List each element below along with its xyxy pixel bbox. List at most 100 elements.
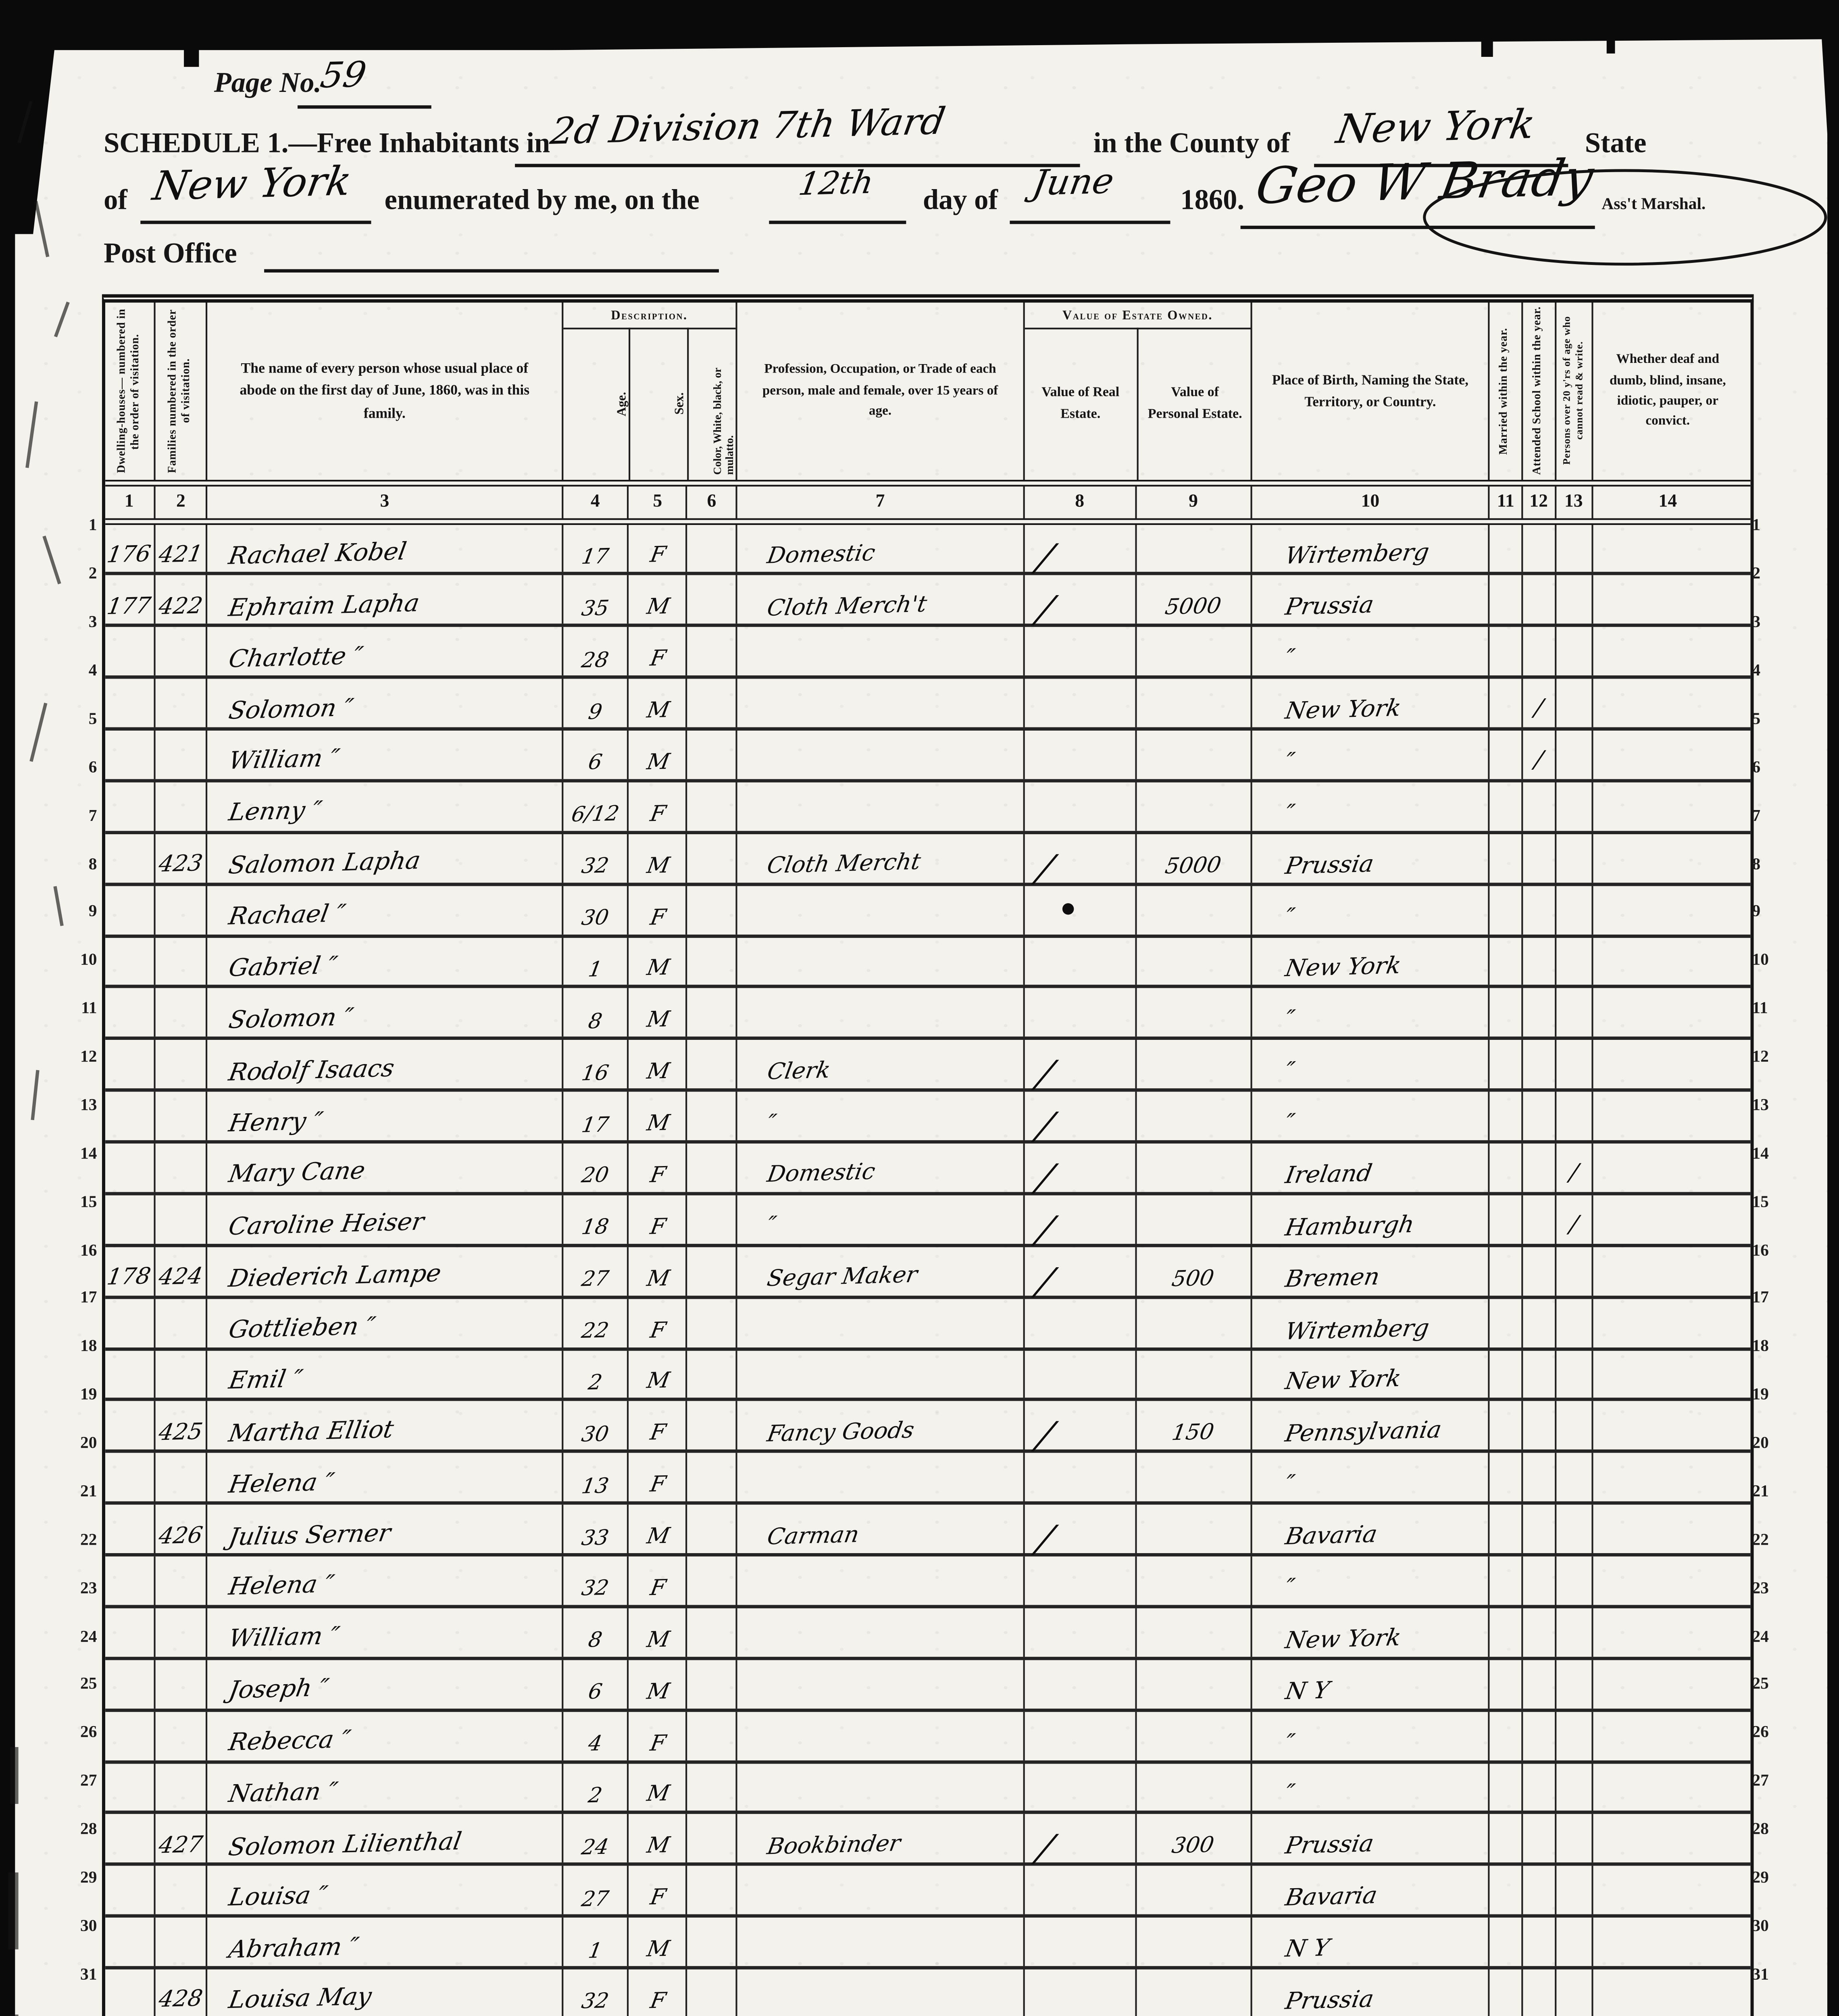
cell-occupation — [735, 1350, 1023, 1398]
row-number-right: 30 — [1752, 1917, 1769, 1936]
cell-personal-estate — [1134, 1350, 1251, 1398]
cell-married — [1488, 1350, 1521, 1398]
cell-remarks — [1591, 627, 1743, 676]
cell-cannot-read — [1554, 989, 1591, 1037]
film-tab-3 — [1606, 40, 1615, 54]
cell-cannot-read — [1554, 1298, 1591, 1347]
cell-occupation: Segar Maker — [735, 1247, 1023, 1295]
cell-sex: F — [627, 524, 686, 573]
table-row: 178 424 Diederich Lampe 27 M Segar Maker… — [104, 1247, 1750, 1304]
cell-real-estate: / — [1023, 1195, 1135, 1252]
cell-real-estate: / — [1023, 1092, 1135, 1149]
cell-real-estate — [1023, 1711, 1135, 1760]
cell-occupation — [735, 627, 1023, 676]
cell-school — [1521, 1969, 1554, 2016]
cell-occupation — [735, 730, 1023, 779]
cell-real-estate — [1023, 1350, 1135, 1398]
cell-school — [1521, 1814, 1554, 1863]
cell-remarks — [1591, 1608, 1743, 1657]
cell-dwelling — [104, 885, 154, 934]
cell-family — [154, 1918, 206, 1966]
cell-color — [686, 885, 735, 934]
cell-dwelling — [104, 1350, 154, 1398]
cell-birthplace: Ireland — [1250, 1143, 1488, 1192]
cell-name: Lenny ″ — [206, 782, 561, 831]
cell-name: Joseph ″ — [206, 1660, 561, 1708]
cell-color — [686, 1660, 735, 1708]
cell-school — [1521, 1505, 1554, 1554]
row-number-left: 10 — [80, 952, 97, 971]
cell-personal-estate — [1134, 1298, 1251, 1347]
cell-family — [154, 1711, 206, 1760]
cell-married — [1488, 1763, 1521, 1812]
cell-name: Rachael ″ — [206, 885, 561, 934]
cell-personal-estate — [1134, 730, 1251, 779]
cell-birthplace: New York — [1250, 1350, 1488, 1398]
cell-color — [686, 1453, 735, 1502]
cell-family — [154, 885, 206, 934]
cell-dwelling — [104, 937, 154, 985]
cell-color — [686, 782, 735, 831]
cell-color — [686, 1402, 735, 1450]
cell-birthplace: Pennsylvania — [1250, 1402, 1488, 1450]
cell-school — [1521, 885, 1554, 934]
cell-sex: F — [627, 1402, 686, 1450]
cell-married — [1488, 1866, 1521, 1915]
cell-real-estate — [1023, 937, 1135, 985]
cell-name: Solomon ″ — [206, 679, 561, 727]
row-number-left: 1 — [88, 517, 97, 536]
row-number-left: 18 — [80, 1338, 97, 1357]
table-row: Lenny ″ 6/12 F ″ — [104, 782, 1750, 834]
cell-personal-estate — [1134, 1143, 1251, 1192]
cell-family — [154, 1092, 206, 1140]
cell-dwelling — [104, 731, 154, 779]
cell-sex: F — [627, 1969, 686, 2016]
page-no-value: 59 — [317, 54, 369, 96]
cell-birthplace: ″ — [1250, 730, 1488, 779]
county-label: in the County of — [1093, 127, 1290, 159]
cell-personal-estate — [1134, 1969, 1251, 2016]
cell-sex: M — [627, 1608, 686, 1657]
row-number-right: 23 — [1752, 1579, 1769, 1598]
cell-color — [686, 1763, 735, 1812]
cell-sex: M — [627, 989, 686, 1037]
cell-dwelling — [104, 627, 154, 676]
cell-sex: M — [627, 1247, 686, 1295]
table-row: Abraham ″ 1 M N Y — [104, 1918, 1750, 1970]
cell-age: 1 — [561, 1918, 627, 1966]
color-header: Color, White, black, or mulatto. — [713, 368, 736, 475]
cell-married — [1488, 782, 1521, 831]
cell-family: 421 — [154, 524, 206, 573]
cell-name: Helena ″ — [206, 1453, 561, 1502]
cell-family — [154, 1556, 206, 1605]
cell-married — [1488, 1247, 1521, 1295]
cell-age: 6/12 — [561, 782, 627, 831]
cell-real-estate: / — [1023, 1143, 1135, 1200]
cell-real-estate: / — [1023, 524, 1135, 581]
cell-cannot-read — [1554, 1918, 1591, 1966]
row-number-right: 1 — [1752, 517, 1761, 536]
table-row: Rebecca ″ 4 F ″ — [104, 1711, 1750, 1763]
table-row: 426 Julius Serner 33 M Carman / Bavaria — [104, 1505, 1750, 1562]
cell-dwelling — [104, 989, 154, 1037]
cell-dwelling — [104, 1298, 154, 1347]
cell-name: Solomon Lilienthal — [206, 1814, 561, 1863]
cell-married — [1488, 1969, 1521, 2016]
row-number-left: 16 — [80, 1241, 97, 1260]
film-tab-2 — [1481, 40, 1493, 57]
cell-family — [154, 1040, 206, 1089]
cell-personal-estate — [1134, 1763, 1251, 1812]
cell-dwelling — [104, 1660, 154, 1708]
cell-family — [154, 1763, 206, 1812]
census-table: Dwelling-houses— numbered in the order o… — [101, 294, 1754, 2016]
cell-age: 22 — [561, 1298, 627, 1347]
cell-birthplace: Hamburgh — [1250, 1195, 1488, 1243]
cell-age: 6 — [561, 730, 627, 779]
table-row: Louisa ″ 27 F Bavaria — [104, 1866, 1750, 1918]
cell-occupation — [735, 937, 1023, 985]
cell-personal-estate — [1134, 1556, 1251, 1605]
cell-dwelling — [104, 1763, 154, 1811]
cell-color — [686, 834, 735, 882]
cell-occupation — [735, 1918, 1023, 1966]
cell-age: 2 — [561, 1350, 627, 1398]
